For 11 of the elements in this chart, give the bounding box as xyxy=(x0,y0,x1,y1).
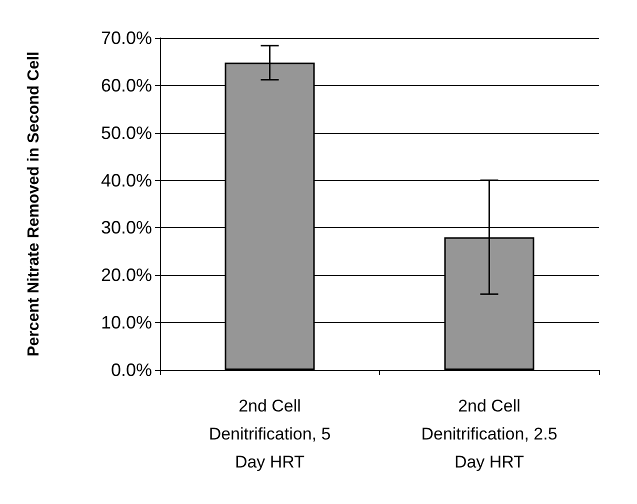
y-tick-label: 20.0% xyxy=(100,265,152,286)
y-axis-title: Percent Nitrate Removed in Second Cell xyxy=(26,52,42,356)
y-tick-label: 60.0% xyxy=(100,75,152,96)
y-tick-label: 10.0% xyxy=(100,312,152,333)
y-tick-label: 70.0% xyxy=(100,28,152,48)
x-tick-label: 2nd Cell Denitrification, 5 Day HRT xyxy=(208,396,331,472)
y-tick-label: 30.0% xyxy=(100,218,152,238)
y-tick-label: 0.0% xyxy=(110,360,152,380)
x-tick-label: 2nd Cell Denitrification, 2.5 Day HRT xyxy=(421,396,558,472)
y-tick-label: 50.0% xyxy=(100,122,152,143)
y-tick-label: 40.0% xyxy=(100,170,152,190)
